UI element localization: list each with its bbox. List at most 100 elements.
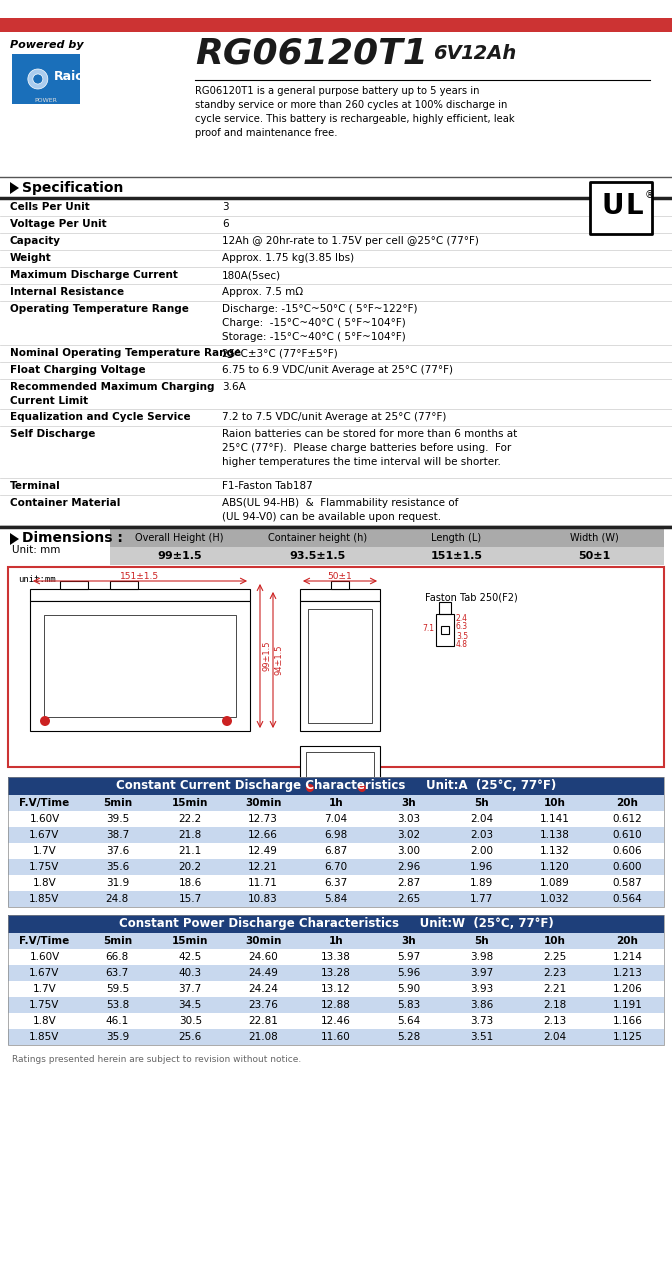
Text: Charge:  -15°C~40°C ( 5°F~104°F): Charge: -15°C~40°C ( 5°F~104°F) — [222, 317, 406, 328]
Bar — [8, 891, 664, 908]
Bar — [8, 567, 664, 767]
Text: 2.13: 2.13 — [543, 1016, 566, 1027]
Text: 2.23: 2.23 — [543, 968, 566, 978]
Text: 21.1: 21.1 — [179, 846, 202, 856]
Bar — [30, 589, 250, 602]
Text: Unit: mm: Unit: mm — [12, 545, 60, 556]
Bar — [439, 602, 451, 614]
Text: 38.7: 38.7 — [106, 829, 129, 840]
Text: 30min: 30min — [245, 797, 282, 808]
Text: 3.03: 3.03 — [397, 814, 421, 824]
Text: 1.214: 1.214 — [613, 952, 642, 963]
Text: 3.73: 3.73 — [470, 1016, 493, 1027]
Text: 2.96: 2.96 — [397, 861, 421, 872]
Bar — [110, 529, 664, 547]
Text: 46.1: 46.1 — [106, 1016, 129, 1027]
Bar — [441, 626, 449, 634]
Text: 1.85V: 1.85V — [30, 1032, 60, 1042]
Text: 25.6: 25.6 — [179, 1032, 202, 1042]
Text: Raion batteries can be stored for more than 6 months at: Raion batteries can be stored for more t… — [222, 429, 517, 439]
Bar — [8, 1029, 664, 1044]
Text: 50±1: 50±1 — [579, 550, 611, 561]
Text: 2.04: 2.04 — [543, 1032, 566, 1042]
Text: F.V/Time: F.V/Time — [19, 797, 70, 808]
Text: L: L — [625, 192, 642, 220]
Text: 0.612: 0.612 — [613, 814, 642, 824]
Text: 7.04: 7.04 — [325, 814, 347, 824]
Bar — [436, 614, 454, 646]
Text: 5h: 5h — [474, 936, 489, 946]
Text: 12.88: 12.88 — [321, 1000, 351, 1010]
Text: 3.93: 3.93 — [470, 984, 493, 995]
Text: Capacity: Capacity — [10, 236, 61, 246]
Text: standby service or more than 260 cycles at 100% discharge in: standby service or more than 260 cycles … — [195, 100, 507, 110]
Bar — [0, 362, 672, 379]
Text: 1.206: 1.206 — [613, 984, 642, 995]
Circle shape — [358, 783, 366, 792]
Bar — [8, 812, 664, 827]
Text: 13.12: 13.12 — [321, 984, 351, 995]
Bar — [110, 547, 664, 564]
Text: 6: 6 — [222, 219, 228, 229]
Text: 13.38: 13.38 — [321, 952, 351, 963]
Text: 25°C (77°F).  Please charge batteries before using.  For: 25°C (77°F). Please charge batteries bef… — [222, 443, 511, 453]
Bar — [0, 379, 672, 410]
Text: 4.8: 4.8 — [456, 640, 468, 649]
Text: 31.9: 31.9 — [106, 878, 129, 888]
Text: Raion: Raion — [54, 70, 94, 83]
Text: 39.5: 39.5 — [106, 814, 129, 824]
Text: 3h: 3h — [402, 797, 416, 808]
Text: 5h: 5h — [474, 797, 489, 808]
Bar — [8, 948, 664, 965]
Text: 12.73: 12.73 — [248, 814, 278, 824]
Bar — [331, 581, 349, 589]
Bar — [590, 182, 652, 234]
Bar — [0, 32, 672, 177]
Text: 37.7: 37.7 — [179, 984, 202, 995]
Text: 10h: 10h — [544, 936, 566, 946]
Text: 1.67V: 1.67V — [30, 968, 60, 978]
Text: 5.90: 5.90 — [397, 984, 421, 995]
Bar — [8, 844, 664, 859]
Bar — [8, 965, 664, 980]
Text: 12Ah @ 20hr-rate to 1.75V per cell @25°C (77°F): 12Ah @ 20hr-rate to 1.75V per cell @25°C… — [222, 236, 479, 246]
Text: 0.564: 0.564 — [613, 893, 642, 904]
Text: Recommended Maximum Charging: Recommended Maximum Charging — [10, 381, 214, 392]
Bar — [8, 915, 664, 1044]
Text: cycle service. This battery is rechargeable, highly efficient, leak: cycle service. This battery is rechargea… — [195, 114, 515, 124]
Text: 1.89: 1.89 — [470, 878, 493, 888]
Bar — [300, 602, 380, 731]
Text: 10h: 10h — [544, 797, 566, 808]
Text: 24.24: 24.24 — [248, 984, 278, 995]
Text: 1.125: 1.125 — [613, 1032, 642, 1042]
Text: 24.8: 24.8 — [106, 893, 129, 904]
Text: 15min: 15min — [172, 936, 208, 946]
Text: Specification: Specification — [22, 180, 124, 195]
Circle shape — [40, 716, 50, 726]
Text: 1.85V: 1.85V — [30, 893, 60, 904]
Text: 24.49: 24.49 — [248, 968, 278, 978]
Polygon shape — [10, 182, 19, 195]
Text: 12.66: 12.66 — [248, 829, 278, 840]
Text: 6.3: 6.3 — [456, 622, 468, 631]
Text: 3.98: 3.98 — [470, 952, 493, 963]
Text: 1.166: 1.166 — [613, 1016, 642, 1027]
Text: 2.00: 2.00 — [470, 846, 493, 856]
Text: 99±1.5: 99±1.5 — [262, 641, 271, 671]
Text: 2.04: 2.04 — [470, 814, 493, 824]
Bar — [0, 284, 672, 301]
Text: 94±1.5: 94±1.5 — [275, 645, 284, 676]
Text: Operating Temperature Range: Operating Temperature Range — [10, 303, 189, 314]
Text: 5.96: 5.96 — [397, 968, 421, 978]
Bar — [0, 410, 672, 426]
Text: 11.71: 11.71 — [248, 878, 278, 888]
Text: proof and maintenance free.: proof and maintenance free. — [195, 128, 337, 138]
Bar — [0, 216, 672, 233]
Bar — [8, 933, 664, 948]
Text: 1.67V: 1.67V — [30, 829, 60, 840]
Text: 6V: 6V — [433, 44, 462, 63]
Text: Storage: -15°C~40°C ( 5°F~104°F): Storage: -15°C~40°C ( 5°F~104°F) — [222, 332, 406, 342]
Text: RG06120T1 is a general purpose battery up to 5 years in: RG06120T1 is a general purpose battery u… — [195, 86, 480, 96]
Text: 22.81: 22.81 — [248, 1016, 278, 1027]
Polygon shape — [10, 532, 19, 545]
